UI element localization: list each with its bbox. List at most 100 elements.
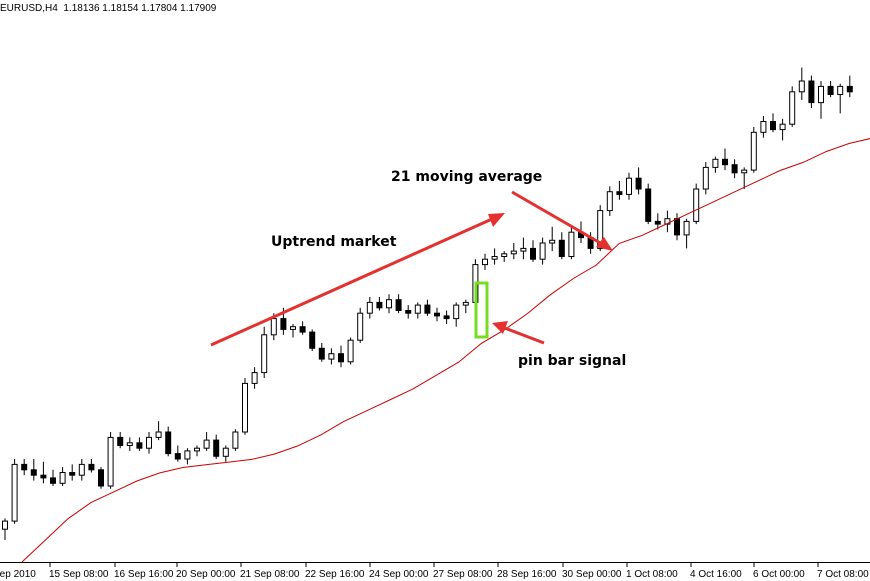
candle-body <box>683 220 690 236</box>
candle-body <box>837 85 844 96</box>
candle-body <box>501 253 508 258</box>
candle-body <box>462 301 469 306</box>
candle-body <box>798 80 805 93</box>
candle-body <box>347 339 354 363</box>
candle-body <box>203 439 210 449</box>
candle-body <box>2 520 8 530</box>
candle-body <box>443 315 450 320</box>
candle-body <box>818 85 824 104</box>
candle-body <box>290 326 296 330</box>
candle-body <box>520 247 527 252</box>
candle-body <box>107 436 114 487</box>
x-tick-label: 27 Sep 08:00 <box>433 569 493 580</box>
x-tick-label: Sep 2010 <box>0 569 36 580</box>
candle-body <box>270 318 277 336</box>
open-value: 1.18136 <box>63 3 100 14</box>
candle-body <box>808 80 815 104</box>
candle-body <box>232 431 239 449</box>
x-tick-label: 20 Sep 00:00 <box>176 569 236 580</box>
candle-body <box>357 312 364 341</box>
x-tick-label: 15 Sep 08:00 <box>49 569 109 580</box>
candle-body <box>846 85 853 93</box>
candle-body <box>194 447 200 452</box>
x-tick-label: 6 Oct 00:00 <box>753 569 805 580</box>
candle-body <box>318 347 325 360</box>
candle-body <box>136 442 143 449</box>
x-tick-label: 22 Sep 16:00 <box>305 569 365 580</box>
x-tick-label: 21 Sep 08:00 <box>240 569 300 580</box>
candle-body <box>174 453 181 460</box>
candle-body <box>760 121 767 133</box>
x-tick-label: 28 Sep 16:00 <box>497 569 557 580</box>
candle-body <box>376 301 383 309</box>
candle-body <box>405 310 412 314</box>
candle-body <box>674 218 680 236</box>
candle-body <box>30 469 37 476</box>
candle-body <box>261 334 268 374</box>
close-value: 1.17909 <box>180 3 217 14</box>
candle-body <box>424 304 431 314</box>
candle-body <box>222 447 229 457</box>
candle-body <box>366 301 373 314</box>
candle-body <box>510 250 517 255</box>
candle-body <box>453 304 460 320</box>
x-tick-label: 30 Sep 00:00 <box>562 569 622 580</box>
pin-bar-label: pin bar signal <box>518 353 626 369</box>
candle-body <box>635 177 642 190</box>
candle-body <box>491 256 498 260</box>
candle-body <box>280 318 287 330</box>
candle-body <box>165 431 172 455</box>
x-tick-label: 24 Sep 00:00 <box>369 569 429 580</box>
candle-body <box>146 436 152 449</box>
candle-body <box>827 85 834 96</box>
x-tick-label: 4 Oct 16:00 <box>690 569 742 580</box>
candle-body <box>251 372 258 384</box>
candle-body <box>184 450 191 460</box>
symbol-header: EURUSD,H4 1.18136 1.18154 1.17804 1.1790… <box>0 3 216 14</box>
candles-group <box>2 67 853 540</box>
candle-body <box>40 474 47 479</box>
candle-body <box>731 164 738 174</box>
candle-body <box>242 382 248 433</box>
candle-body <box>626 177 632 195</box>
candle-body <box>78 463 85 476</box>
candle-body <box>155 431 162 438</box>
pin-bar-highlight <box>474 281 489 339</box>
candle-body <box>770 121 776 131</box>
candle-body <box>530 247 536 260</box>
x-tick-label: 16 Sep 16:00 <box>114 569 174 580</box>
candle-body <box>702 166 709 190</box>
candle-body <box>414 304 421 314</box>
candle-body <box>779 123 786 131</box>
candle-body <box>309 331 316 349</box>
x-tick-label: 7 Oct 08:00 <box>817 569 869 580</box>
candle-body <box>69 472 76 476</box>
candle-body <box>597 210 604 249</box>
candle-body <box>482 258 488 266</box>
candle-body <box>386 299 392 309</box>
high-value: 1.18154 <box>102 3 139 14</box>
candle-body <box>549 239 556 244</box>
candle-body <box>59 472 66 484</box>
candle-body <box>693 188 700 222</box>
moving-average-line <box>21 138 870 563</box>
candle-body <box>750 131 757 171</box>
candle-body <box>126 442 133 446</box>
candle-body <box>664 218 671 225</box>
candle-body <box>645 188 652 222</box>
candle-body <box>789 91 796 125</box>
candle-body <box>328 353 335 360</box>
low-value: 1.17804 <box>141 3 178 14</box>
candle-body <box>539 242 546 260</box>
candle-body <box>213 439 220 457</box>
uptrend-label: Uptrend market <box>271 234 397 250</box>
candle-body <box>616 191 623 195</box>
pin-bar-arrow <box>492 321 545 345</box>
candle-body <box>568 231 575 257</box>
x-tick-label: 1 Oct 08:00 <box>626 569 678 580</box>
moving-average-label: 21 moving average <box>391 169 542 185</box>
candle-body <box>741 169 748 174</box>
